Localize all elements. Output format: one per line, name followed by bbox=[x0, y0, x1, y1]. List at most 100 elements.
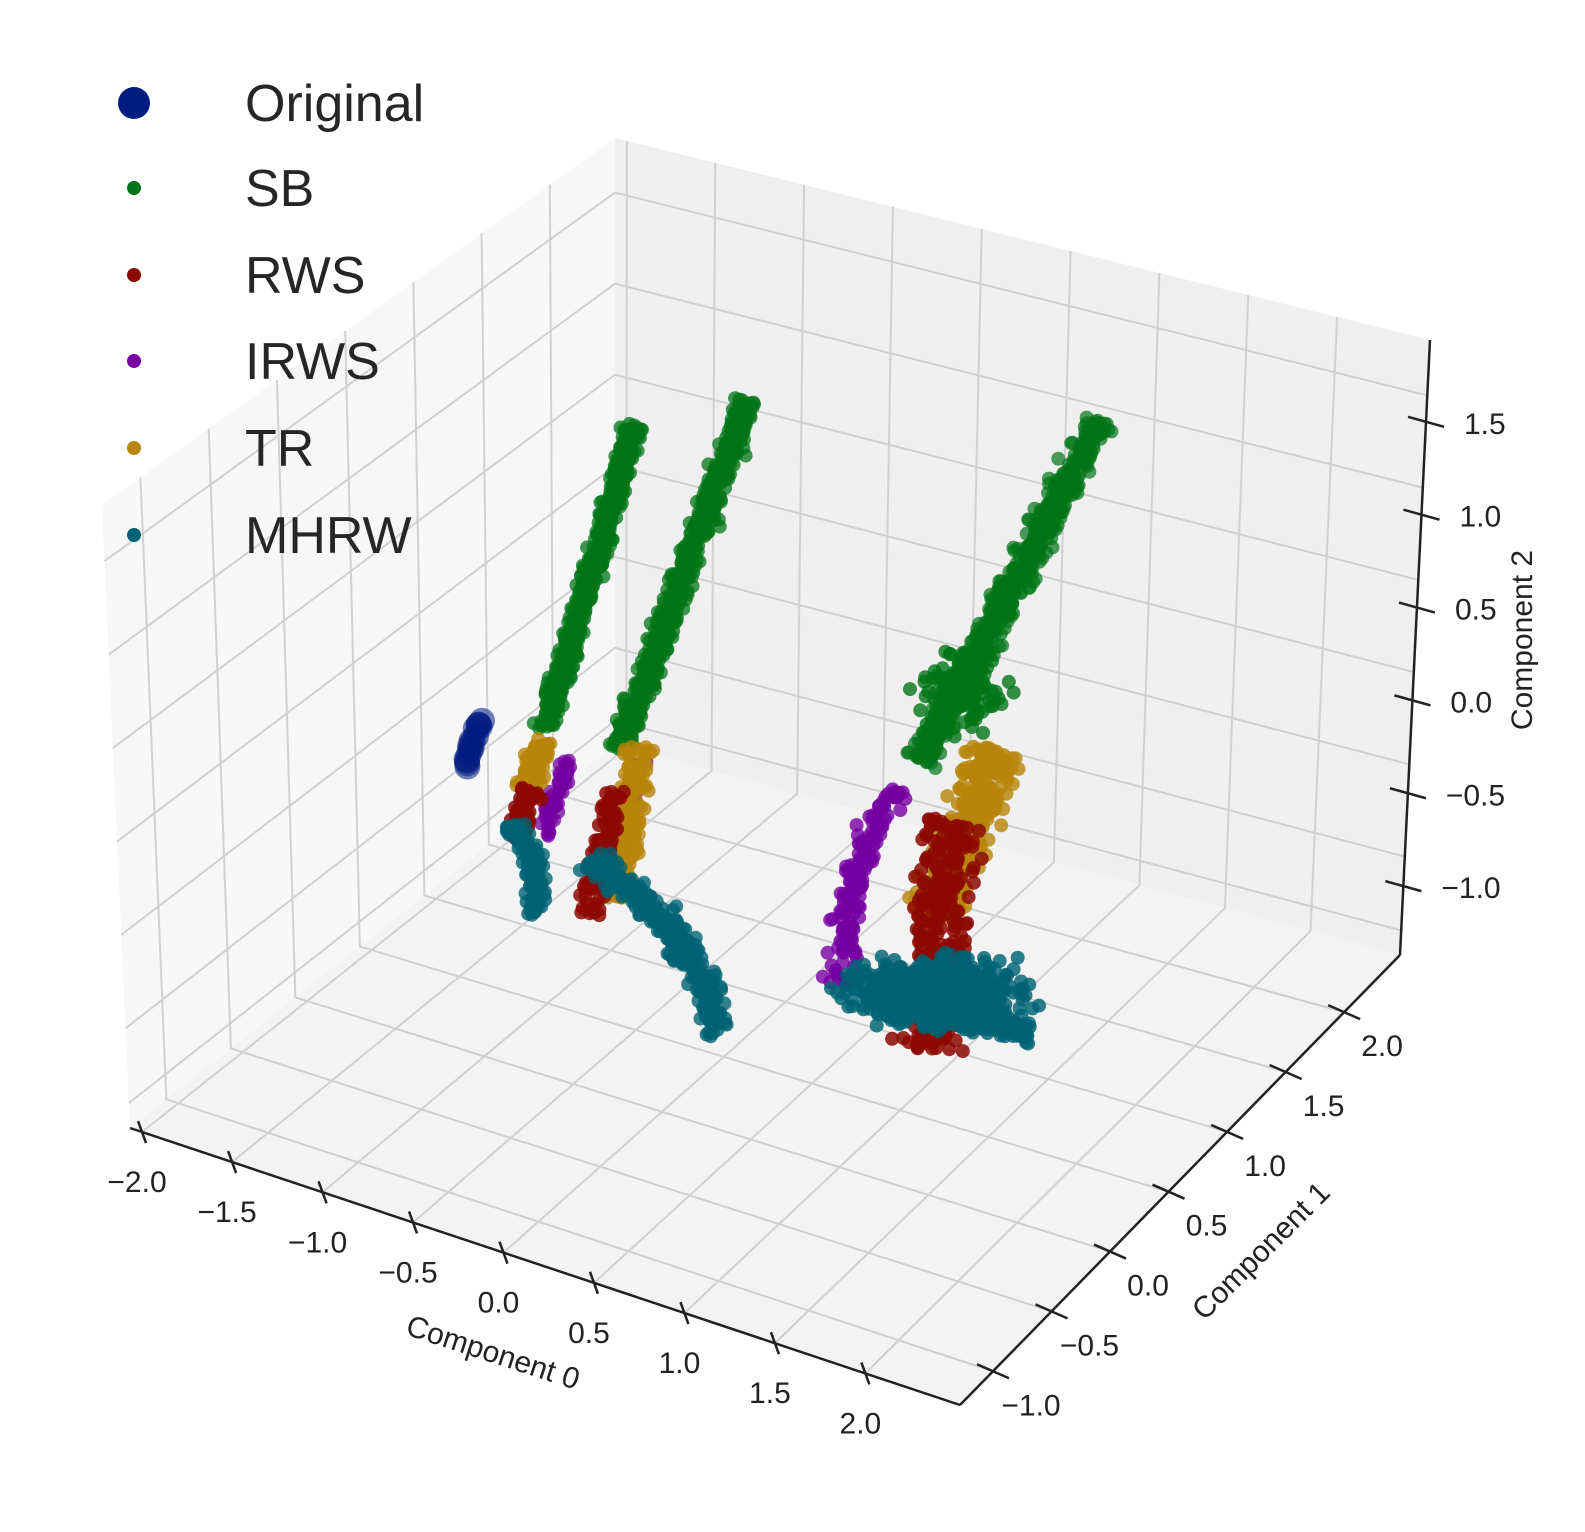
y-axis-label: Component 1 bbox=[1186, 1176, 1337, 1327]
data-point-sb bbox=[950, 671, 965, 686]
data-point-rws bbox=[910, 1037, 924, 1051]
data-point-mhrw bbox=[624, 872, 639, 887]
data-point-sb bbox=[975, 681, 990, 695]
data-point-mhrw bbox=[664, 915, 678, 930]
data-point-mhrw bbox=[669, 899, 684, 914]
data-point-sb bbox=[989, 585, 1004, 600]
data-point-sb bbox=[913, 703, 928, 718]
x-tick-label: 0.0 bbox=[478, 1287, 520, 1320]
legend-marker-original bbox=[118, 87, 150, 119]
grid-line-x bbox=[593, 250, 1072, 1284]
data-point-sb bbox=[973, 665, 988, 680]
data-point-mhrw bbox=[718, 1011, 733, 1026]
data-point-sb bbox=[1001, 674, 1016, 689]
data-point-tr bbox=[955, 778, 970, 793]
data-point-sb bbox=[634, 654, 649, 669]
data-point-sb bbox=[1089, 427, 1104, 442]
data-point-mhrw bbox=[515, 825, 530, 840]
data-point-sb bbox=[666, 614, 680, 629]
data-point-mhrw bbox=[968, 1014, 983, 1029]
data-point-sb bbox=[713, 492, 728, 507]
data-point-irws bbox=[838, 934, 853, 949]
z-tick-label: 1.5 bbox=[1464, 408, 1506, 441]
data-point-irws bbox=[540, 813, 555, 828]
grid-line-z bbox=[120, 555, 1410, 936]
data-point-tr bbox=[520, 761, 535, 776]
data-point-rws bbox=[922, 886, 936, 901]
legend-marker-tr bbox=[127, 441, 141, 455]
data-point-tr bbox=[630, 772, 645, 787]
z-tick-label: 0.5 bbox=[1455, 594, 1497, 627]
data-point-mhrw bbox=[580, 862, 595, 877]
data-point-sb bbox=[1050, 503, 1065, 518]
data-point-mhrw bbox=[700, 980, 715, 995]
data-point-mhrw bbox=[928, 997, 943, 1012]
data-point-original bbox=[454, 753, 481, 780]
legend-label-irws: IRWS bbox=[245, 333, 380, 391]
data-point-sb bbox=[691, 529, 706, 544]
x-axis-label: Component 0 bbox=[402, 1309, 584, 1396]
data-point-tr bbox=[625, 759, 639, 774]
data-point-tr bbox=[638, 746, 653, 761]
data-point-rws bbox=[604, 812, 619, 827]
data-point-tr bbox=[989, 766, 1004, 781]
data-point-rws bbox=[520, 795, 535, 810]
z-tick-label: −0.5 bbox=[1446, 779, 1505, 812]
data-point-irws bbox=[851, 836, 866, 851]
data-point-irws bbox=[876, 797, 891, 812]
data-point-sb bbox=[714, 461, 729, 476]
data-point-rws bbox=[948, 1033, 963, 1048]
data-point-sb bbox=[988, 684, 1003, 699]
x-tick-label: −2.0 bbox=[107, 1166, 166, 1199]
data-point-mhrw bbox=[638, 897, 653, 912]
data-point-tr bbox=[956, 766, 971, 781]
data-point-irws bbox=[895, 785, 910, 800]
data-point-tr bbox=[990, 793, 1005, 808]
data-point-sb bbox=[1013, 573, 1028, 588]
data-point-sb bbox=[605, 487, 620, 502]
data-point-sb bbox=[619, 441, 633, 456]
data-point-sb bbox=[930, 668, 945, 683]
grid-line-z bbox=[108, 282, 1424, 656]
grid-line-y bbox=[207, 428, 1052, 1313]
data-point-rws bbox=[972, 823, 986, 838]
data-point-sb bbox=[683, 550, 698, 565]
data-point-mhrw bbox=[520, 843, 534, 858]
data-point-sb bbox=[615, 487, 630, 502]
data-point-sb bbox=[737, 405, 752, 420]
data-point-sb bbox=[649, 634, 664, 648]
data-point-sb bbox=[616, 461, 631, 476]
data-point-tr bbox=[624, 740, 639, 755]
data-point-mhrw bbox=[521, 906, 536, 921]
data-point-rws bbox=[915, 832, 930, 847]
z-tick-label: 0.0 bbox=[1450, 686, 1492, 719]
data-point-irws bbox=[850, 875, 865, 890]
data-point-tr bbox=[994, 752, 1009, 767]
data-point-sb bbox=[943, 647, 958, 662]
data-point-mhrw bbox=[1010, 1025, 1025, 1040]
data-point-irws bbox=[841, 898, 856, 913]
data-point-sb bbox=[730, 415, 745, 430]
data-point-mhrw bbox=[1000, 968, 1014, 983]
grid-line-x bbox=[231, 162, 717, 1163]
data-point-sb bbox=[976, 623, 991, 638]
data-point-sb bbox=[695, 512, 710, 527]
data-point-mhrw bbox=[699, 1027, 714, 1042]
data-point-mhrw bbox=[824, 981, 838, 996]
data-point-tr bbox=[624, 848, 639, 863]
data-point-mhrw bbox=[844, 967, 859, 982]
y-tick-label: 0.5 bbox=[1186, 1210, 1228, 1243]
data-point-sb bbox=[908, 736, 922, 751]
data-point-tr bbox=[637, 801, 652, 816]
data-point-mhrw bbox=[693, 961, 708, 976]
data-point-mhrw bbox=[675, 938, 690, 953]
x-tick-label: 0.5 bbox=[568, 1317, 610, 1350]
grid-line-x bbox=[774, 294, 1250, 1344]
x-tick-label: −1.5 bbox=[197, 1196, 256, 1229]
data-point-mhrw bbox=[951, 979, 965, 994]
data-point-mhrw bbox=[837, 986, 852, 1001]
data-point-sb bbox=[1079, 416, 1094, 431]
y-tick-label: 1.5 bbox=[1303, 1090, 1345, 1123]
data-point-sb bbox=[588, 531, 602, 546]
